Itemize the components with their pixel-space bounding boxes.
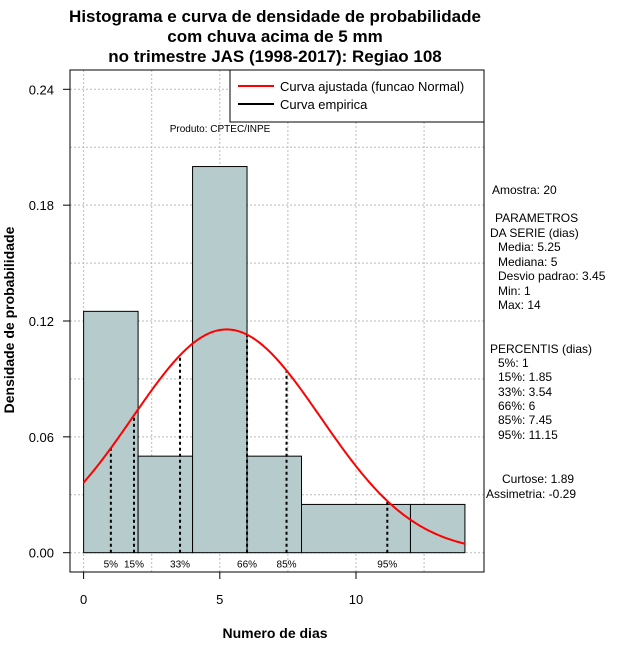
x-axis-label: Numero de dias — [222, 625, 327, 641]
x-axis: 0 5 10 — [80, 571, 363, 607]
y-tick-label-4: 0.24 — [29, 82, 54, 97]
product-annotation: Produto: CPTEC/INPE — [170, 124, 271, 135]
histogram-bar-4 — [301, 503, 411, 554]
histogram-bars — [83, 166, 466, 554]
percentile-label-4: 85% — [277, 560, 297, 571]
y-axis: 0.00 0.06 0.12 0.18 0.24 — [29, 82, 71, 561]
stat-p5: 5%: 1 — [498, 356, 529, 370]
legend-label-normal: Curva ajustada (funcao Normal) — [280, 79, 464, 94]
stat-sample: Amostra: 20 — [492, 183, 557, 197]
chart-title-line-3: no trimestre JAS (1998-2017): Regiao 108 — [108, 47, 442, 66]
stat-assimetria: Assimetria: -0.29 — [486, 487, 576, 501]
y-tick-label-3: 0.18 — [29, 198, 54, 213]
stat-min: Min: 1 — [498, 284, 531, 298]
stat-mediana: Mediana: 5 — [498, 255, 558, 269]
y-tick-label-1: 0.06 — [29, 430, 54, 445]
legend-label-empirical: Curva empirica — [280, 97, 368, 112]
x-tick-label-2: 10 — [349, 592, 363, 607]
histogram-bar-3 — [246, 455, 303, 554]
percentile-label-3: 66% — [237, 560, 257, 571]
stat-p95: 95%: 11.15 — [498, 428, 558, 442]
stat-p33: 33%: 3.54 — [498, 385, 552, 399]
percentile-label-2: 33% — [170, 560, 190, 571]
percentile-label-1: 15% — [124, 560, 144, 571]
histogram-bar-1 — [137, 455, 194, 554]
stat-desvio: Desvio padrao: 3.45 — [498, 269, 606, 283]
legend-box — [229, 69, 485, 123]
stat-curtose: Curtose: 1.89 — [502, 472, 574, 486]
y-tick-label-0: 0.00 — [29, 546, 54, 561]
x-tick-label-0: 0 — [80, 592, 87, 607]
stat-media: Media: 5.25 — [498, 240, 561, 254]
normal-curve — [82, 328, 466, 545]
stat-p66: 66%: 6 — [498, 399, 536, 413]
stat-max: Max: 14 — [498, 298, 541, 312]
stat-p85: 85%: 7.45 — [498, 413, 552, 427]
histogram-bar-5 — [409, 503, 466, 554]
percentile-lines: 5% 15% 33% 66% 85% 95% — [104, 334, 397, 571]
chart-title-line-1: Histograma e curva de densidade de proba… — [69, 7, 481, 26]
y-tick-label-2: 0.12 — [29, 314, 54, 329]
stat-p15: 15%: 1.85 — [498, 370, 552, 384]
x-tick-label-1: 5 — [216, 592, 223, 607]
params-title-1: PARAMETROS — [495, 211, 578, 225]
stats-panel: Amostra: 20 PARAMETROS DA SERIE (dias) M… — [486, 183, 606, 501]
percentis-title: PERCENTIS (dias) — [490, 342, 592, 356]
legend: Curva ajustada (funcao Normal) Curva emp… — [229, 69, 485, 123]
percentile-label-5: 95% — [377, 560, 397, 571]
chart-title-line-2: com chuva acima de 5 mm — [167, 27, 382, 46]
percentile-label-0: 5% — [104, 560, 119, 571]
params-title-2: DA SERIE (dias) — [490, 226, 579, 240]
histogram-bar-2 — [192, 166, 248, 554]
y-axis-label: Densidade de probabilidade — [1, 226, 17, 413]
normal-curve-path — [82, 328, 466, 545]
